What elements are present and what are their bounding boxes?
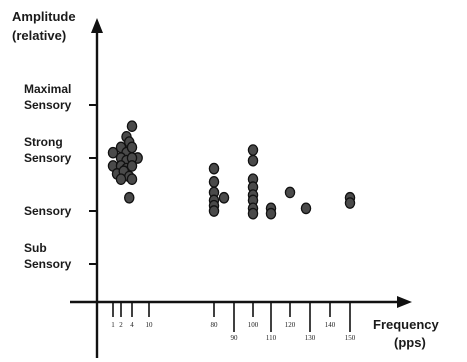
data-point-26 xyxy=(208,205,220,217)
data-point-41 xyxy=(344,197,356,209)
x-axis-title-line1: Frequency xyxy=(373,317,440,332)
x-tick-label-10: 140 xyxy=(325,321,336,329)
data-point-37 xyxy=(265,207,277,220)
data-point-39 xyxy=(300,202,312,215)
data-point-27 xyxy=(218,191,230,204)
x-tick-label-4: 80 xyxy=(211,321,219,329)
data-point-3 xyxy=(107,146,119,159)
y-level-label-3-0: Sub xyxy=(24,241,47,255)
data-point-20 xyxy=(124,191,135,204)
x-tick-label-7: 110 xyxy=(266,334,277,342)
y-level-label-3-1: Sensory xyxy=(24,257,72,271)
data-point-28 xyxy=(247,144,259,156)
x-axis-arrowhead xyxy=(397,296,412,308)
data-point-21 xyxy=(208,162,220,175)
x-tick-label-2: 4 xyxy=(130,321,134,329)
x-tick-label-9: 130 xyxy=(305,334,316,342)
y-level-label-2-0: Sensory xyxy=(24,204,72,218)
x-tick-label-0: 1 xyxy=(111,321,115,329)
x-axis-title-line2: (pps) xyxy=(394,335,426,350)
data-point-14 xyxy=(126,160,138,172)
data-point-35 xyxy=(247,207,259,220)
data-point-18 xyxy=(115,173,127,186)
data-point-19 xyxy=(126,173,138,186)
y-axis-title-line1: Amplitude xyxy=(12,9,76,24)
data-point-29 xyxy=(247,154,259,167)
x-tick-label-11: 150 xyxy=(345,334,356,342)
y-level-label-0-1: Sensory xyxy=(24,98,72,112)
y-level-label-1-0: Strong xyxy=(24,135,63,149)
x-tick-label-8: 120 xyxy=(285,321,296,329)
y-axis-arrowhead xyxy=(91,18,103,33)
x-tick-label-3: 10 xyxy=(146,321,154,329)
data-point-1 xyxy=(126,120,138,133)
y-level-label-0-0: Maximal xyxy=(24,82,71,96)
y-level-label-1-1: Sensory xyxy=(24,151,72,165)
x-tick-label-6: 100 xyxy=(248,321,259,329)
data-point-6 xyxy=(126,141,138,154)
x-tick-label-1: 2 xyxy=(119,321,123,329)
y-axis-title-line2: (relative) xyxy=(12,28,66,43)
data-point-38 xyxy=(284,186,296,199)
data-point-22 xyxy=(208,176,220,188)
x-tick-label-5: 90 xyxy=(231,334,239,342)
